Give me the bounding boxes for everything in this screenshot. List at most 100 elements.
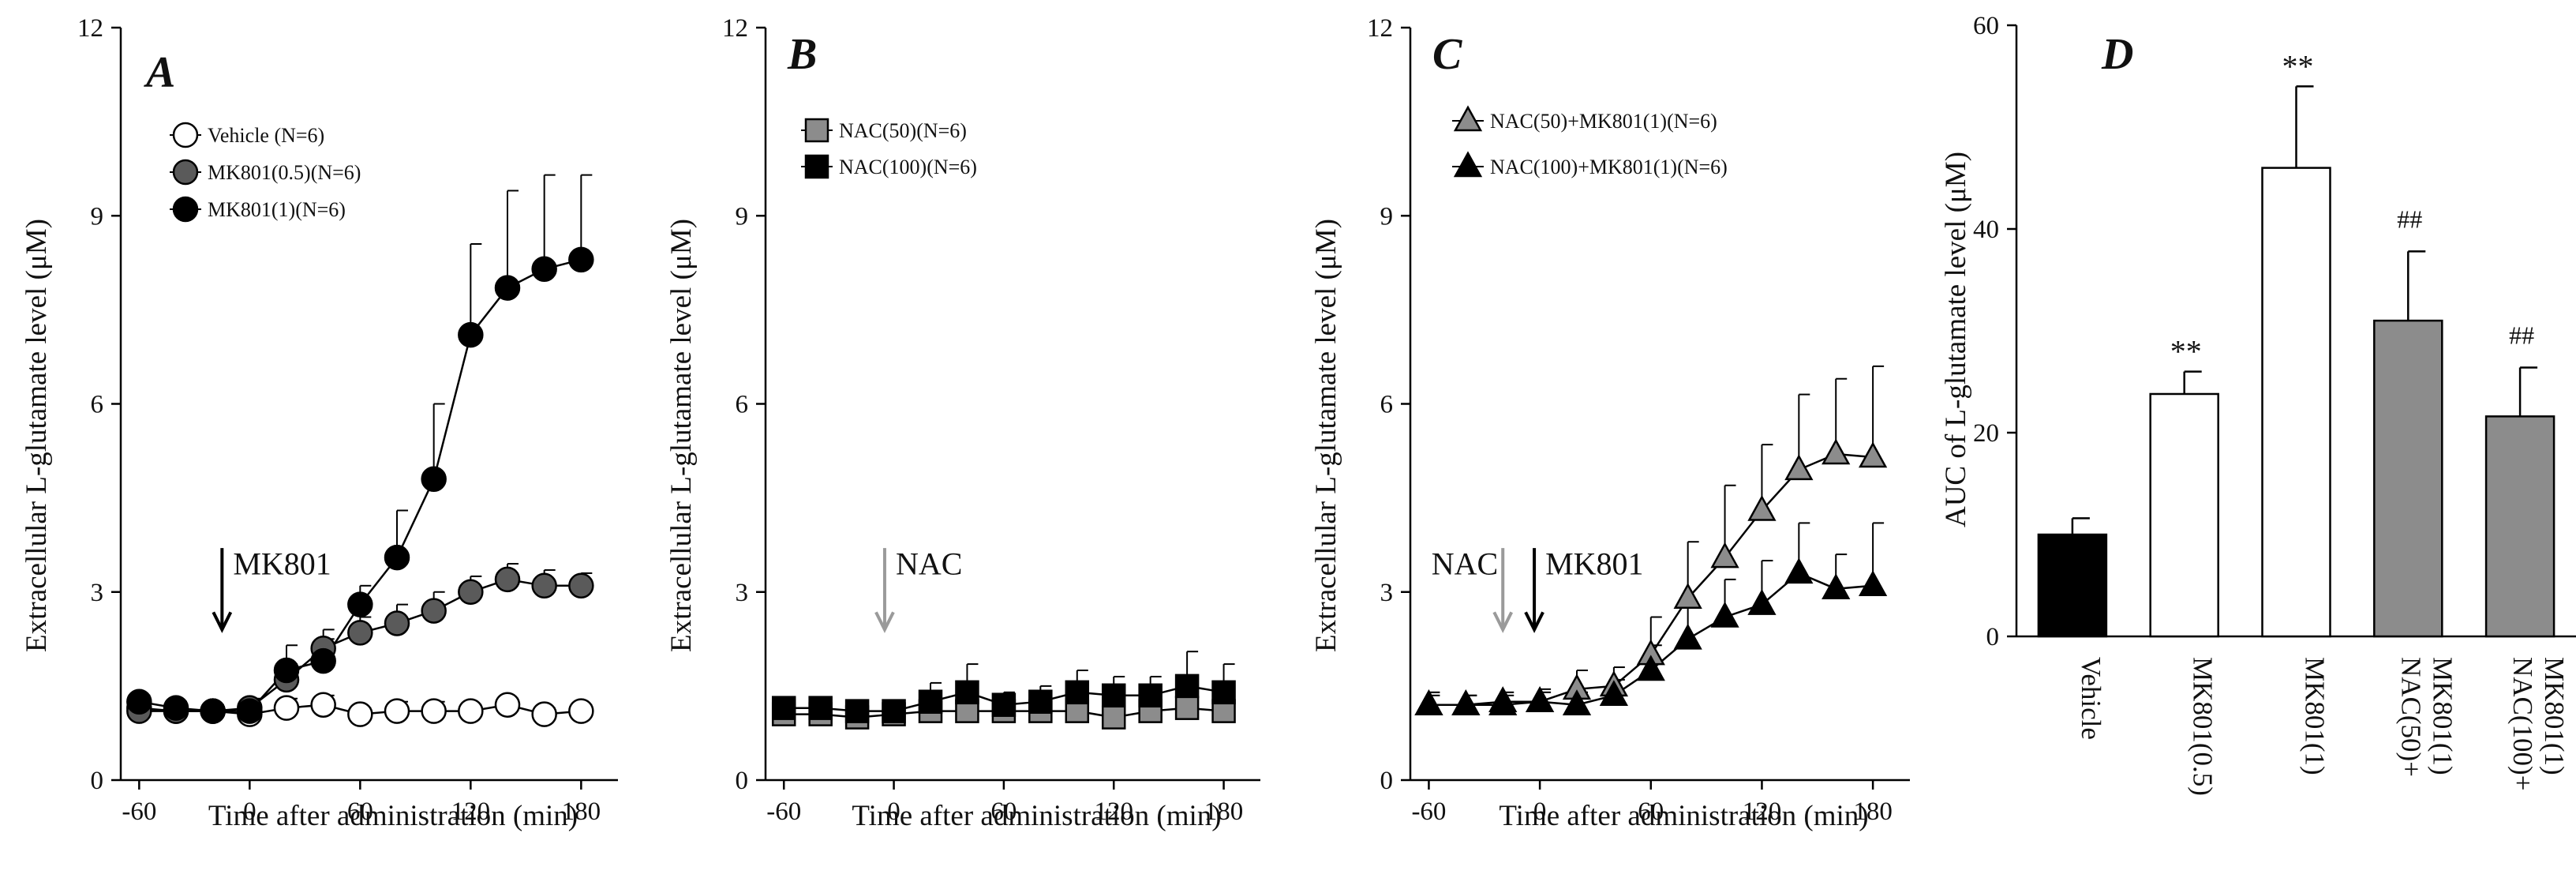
panel-c-y-tick-label: 6 — [1380, 391, 1394, 419]
panel-b-data-point — [1138, 683, 1163, 708]
panel-b-data-point — [882, 699, 906, 723]
panel-b-x-tick-label: 180 — [1204, 797, 1244, 826]
panel-d-y-tick-label: 20 — [1973, 419, 1999, 448]
panel-b-data-point — [1211, 680, 1236, 705]
panel-c-data-point — [1858, 441, 1888, 468]
panel-a-legend-marker — [172, 122, 199, 148]
panel-d-significance-label: ## — [2509, 321, 2534, 349]
panel-d-y-tick-label: 0 — [1986, 623, 2000, 651]
panel-c-y-tick-label: 9 — [1380, 202, 1394, 231]
panel-b-data-point — [808, 696, 833, 720]
panel-c-data-point — [1747, 494, 1777, 521]
panel-a-data-point — [384, 544, 410, 571]
panel-d-category-label: MK801(0.5) — [2188, 657, 2218, 796]
panel-d-significance-label: ** — [2170, 334, 2202, 370]
panel-b-legend-marker — [804, 154, 829, 179]
panel-b-y-tick-label: 3 — [736, 579, 749, 607]
panel-d-bar — [2037, 533, 2108, 638]
panel-a-x-tick-label: 180 — [562, 797, 601, 826]
panel-a-data-point — [568, 572, 594, 599]
panel-c-data-point — [1858, 570, 1888, 597]
panel-a-data-point — [568, 246, 594, 273]
panel-c-x-tick-label: 120 — [1743, 797, 1782, 826]
panel-b-panel-letter: B — [787, 30, 817, 79]
panel-b-y-tick-label: 12 — [722, 14, 748, 43]
panel-b-data-point — [1028, 689, 1053, 714]
panel-a-x-axis-title: Time after administration (min) — [208, 800, 578, 832]
panel-d-y-tick-label: 60 — [1973, 12, 1999, 40]
panel-c-legend-label: NAC(50)+MK801(1)(N=6) — [1490, 110, 1717, 133]
panel-d-category-label: MK801(1) — [2427, 657, 2458, 775]
panel-a-data-point — [273, 695, 300, 721]
panel-a-data-point — [568, 698, 594, 724]
panel-b-data-point — [955, 680, 979, 705]
panel-c-arrow-head — [1524, 611, 1544, 633]
panel-c-data-point — [1822, 573, 1851, 600]
panel-a-y-tick-label: 12 — [77, 14, 103, 43]
panel-b-data-point — [1065, 680, 1090, 705]
panel-d-bar — [2484, 415, 2555, 638]
panel-a-data-point — [458, 579, 484, 605]
panel-c-data-point — [1636, 655, 1665, 681]
panel-d-bar — [2149, 392, 2219, 638]
panel-a-arrow-label: MK801 — [233, 546, 331, 582]
panel-c-data-point — [1822, 438, 1851, 465]
panel-c-y-tick-label: 0 — [1380, 767, 1394, 795]
panel-b-data-point — [918, 689, 943, 714]
panel-a-data-point — [163, 695, 189, 721]
panel-a-data-point — [273, 657, 300, 684]
panel-c-data-point — [1747, 589, 1777, 615]
panel-c-x-tick-label: 180 — [1853, 797, 1893, 826]
panel-c-data-point — [1414, 689, 1443, 715]
panel-b-y-tick-label: 6 — [736, 391, 749, 419]
panel-c-y-tick-label: 12 — [1367, 14, 1393, 43]
panel-c-legend-marker — [1453, 151, 1483, 178]
panel-a-data-point — [531, 701, 557, 727]
panel-c-data-point — [1562, 689, 1592, 715]
panel-a-data-point — [494, 275, 521, 301]
panel-a-legend-marker — [172, 196, 199, 223]
panel-a-arrow-head — [212, 611, 233, 633]
panel-c-x-tick-label: 0 — [1533, 797, 1547, 826]
panel-c-data-point — [1710, 542, 1739, 568]
panel-a-data-point — [310, 692, 336, 718]
panel-c-data-point — [1525, 686, 1555, 712]
panel-c-y-axis-title: Extracellular L-glutamate level (μM) — [1310, 219, 1342, 652]
panel-b-x-tick-label: -60 — [766, 797, 801, 826]
panel-a-data-point — [384, 698, 410, 724]
panel-c-legend-label: NAC(100)+MK801(1)(N=6) — [1490, 156, 1728, 178]
panel-b-data-point — [1174, 674, 1200, 699]
panel-c-legend-marker — [1453, 105, 1483, 132]
axes-layer — [111, 24, 2576, 790]
panel-a-y-axis-title: Extracellular L-glutamate level (μM) — [21, 219, 53, 652]
panel-b-x-tick-label: 60 — [990, 797, 1017, 826]
panel-c-data-point — [1784, 557, 1814, 584]
panel-b-arrow-head — [874, 611, 895, 633]
panel-a-x-tick-label: -60 — [122, 797, 156, 826]
panel-b-data-point — [1101, 705, 1126, 730]
panel-c-arrow-label: MK801 — [1545, 546, 1643, 582]
panel-d-category-label: MK801(1) — [2539, 657, 2570, 775]
panel-b-x-axis-title: Time after administration (min) — [852, 800, 1221, 832]
panel-b-data-point — [1101, 683, 1126, 708]
panel-d-y-axis-title: AUC of L-glutamate level (μM) — [1940, 152, 1972, 527]
panel-a-data-point — [421, 466, 447, 493]
panel-a-data-point — [531, 572, 557, 599]
panel-a-data-point — [494, 566, 521, 593]
panel-d-category-label: NAC(100)+ — [2507, 657, 2538, 790]
panel-a-data-point — [347, 591, 373, 617]
panel-a-data-point — [421, 598, 447, 624]
panel-a-x-tick-label: 0 — [243, 797, 256, 826]
panel-a-panel-letter: A — [144, 48, 175, 97]
panel-d-category-label: Vehicle — [2076, 657, 2106, 740]
panel-c-data-point — [1599, 680, 1629, 707]
panel-c-data-point — [1784, 454, 1814, 481]
panel-c-arrow-label: NAC — [1432, 546, 1498, 582]
panel-a-data-point — [458, 698, 484, 724]
panel-b-data-point — [1174, 696, 1200, 720]
panel-a-y-tick-label: 9 — [91, 202, 104, 231]
panel-a-data-point — [347, 701, 373, 727]
panel-c-data-point — [1451, 689, 1481, 715]
